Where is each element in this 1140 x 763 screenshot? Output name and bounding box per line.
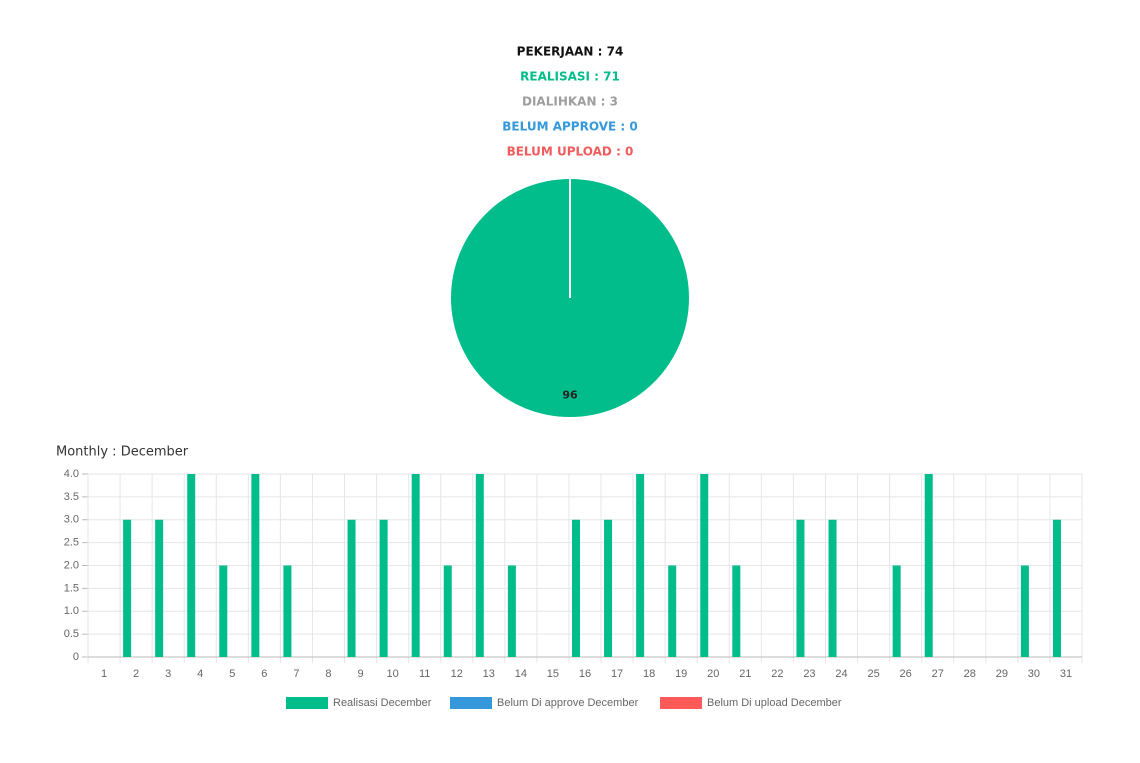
legend-swatch bbox=[450, 697, 492, 709]
bar bbox=[572, 519, 580, 657]
x-tick-label: 30 bbox=[1028, 668, 1040, 680]
legend-swatch bbox=[660, 697, 702, 709]
bar bbox=[796, 519, 805, 657]
x-tick-label: 24 bbox=[835, 668, 847, 680]
x-tick-label: 8 bbox=[325, 668, 331, 680]
bar bbox=[604, 519, 613, 657]
y-tick-label: 1.0 bbox=[64, 605, 79, 617]
summary-line: DIALIHKAN : 3 bbox=[522, 95, 618, 109]
x-tick-label: 2 bbox=[133, 668, 139, 680]
x-tick-label: 18 bbox=[643, 668, 655, 680]
bar bbox=[475, 474, 484, 657]
bar bbox=[1052, 519, 1061, 657]
pie-label: 96 bbox=[562, 389, 578, 402]
summary-line: BELUM APPROVE : 0 bbox=[502, 120, 637, 134]
bar bbox=[1020, 565, 1029, 657]
x-tick-label: 16 bbox=[579, 668, 591, 680]
y-tick-label: 1.5 bbox=[64, 582, 79, 594]
legend-swatch bbox=[286, 697, 328, 709]
x-tick-label: 20 bbox=[707, 668, 719, 680]
x-tick-label: 26 bbox=[900, 668, 912, 680]
x-tick-label: 11 bbox=[419, 668, 430, 680]
x-tick-label: 29 bbox=[996, 668, 1008, 680]
bar bbox=[668, 565, 677, 657]
bar bbox=[187, 474, 196, 657]
x-tick-label: 9 bbox=[357, 668, 363, 680]
x-tick-label: 3 bbox=[165, 668, 171, 680]
x-tick-label: 1 bbox=[101, 668, 107, 680]
bar bbox=[347, 519, 356, 657]
bar bbox=[636, 474, 645, 657]
bar bbox=[411, 474, 420, 657]
chart-title: Monthly : December bbox=[56, 445, 189, 460]
x-tick-label: 7 bbox=[293, 668, 299, 680]
x-tick-label: 4 bbox=[197, 668, 203, 680]
y-tick-label: 2.0 bbox=[64, 559, 79, 571]
summary-line: BELUM UPLOAD : 0 bbox=[507, 145, 634, 159]
bar bbox=[443, 565, 452, 657]
bar bbox=[732, 565, 741, 657]
y-tick-label: 4.0 bbox=[64, 468, 79, 480]
summary-line: PEKERJAAN : 74 bbox=[517, 45, 624, 59]
x-tick-label: 28 bbox=[964, 668, 976, 680]
x-tick-label: 15 bbox=[547, 668, 559, 680]
x-tick-label: 6 bbox=[261, 668, 267, 680]
x-tick-label: 13 bbox=[483, 668, 495, 680]
bar bbox=[283, 565, 292, 657]
legend-label: Realisasi December bbox=[333, 697, 432, 709]
y-tick-label: 0.5 bbox=[64, 628, 79, 640]
x-tick-label: 27 bbox=[932, 668, 944, 680]
bar bbox=[155, 519, 164, 657]
x-tick-label: 5 bbox=[229, 668, 235, 680]
legend-label: Belum Di upload December bbox=[707, 697, 842, 709]
x-tick-label: 12 bbox=[451, 668, 463, 680]
bar bbox=[700, 474, 709, 657]
bar bbox=[828, 519, 837, 657]
y-tick-label: 2.5 bbox=[64, 537, 79, 549]
bar bbox=[507, 565, 516, 657]
x-tick-label: 23 bbox=[803, 668, 815, 680]
x-tick-label: 22 bbox=[771, 668, 783, 680]
summary-line: REALISASI : 71 bbox=[520, 70, 620, 84]
bar bbox=[219, 565, 228, 657]
x-tick-label: 19 bbox=[675, 668, 687, 680]
x-tick-label: 14 bbox=[515, 668, 527, 680]
y-tick-label: 3.5 bbox=[64, 491, 79, 503]
bar bbox=[379, 519, 388, 657]
x-tick-label: 10 bbox=[386, 668, 398, 680]
legend-label: Belum Di approve December bbox=[497, 697, 639, 709]
bar bbox=[123, 519, 132, 657]
x-tick-label: 31 bbox=[1060, 668, 1072, 680]
x-tick-label: 21 bbox=[739, 668, 751, 680]
bar bbox=[251, 474, 260, 657]
bar bbox=[892, 565, 901, 657]
y-tick-label: 0 bbox=[73, 651, 79, 663]
x-tick-label: 25 bbox=[867, 668, 879, 680]
bar bbox=[924, 474, 933, 657]
x-tick-label: 17 bbox=[611, 668, 623, 680]
y-tick-label: 3.0 bbox=[64, 514, 79, 526]
